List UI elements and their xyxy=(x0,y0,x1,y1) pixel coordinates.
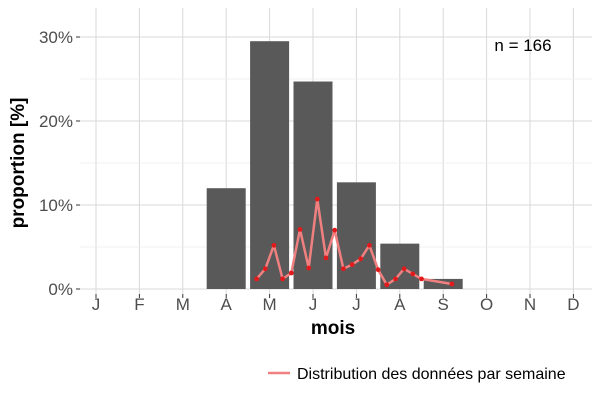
data-point xyxy=(449,281,455,287)
x-tick-label: A xyxy=(221,295,233,314)
data-point xyxy=(262,266,268,272)
data-point xyxy=(358,256,364,262)
x-tick-label: S xyxy=(438,295,449,314)
data-point xyxy=(288,270,294,276)
x-tick-label: O xyxy=(480,295,493,314)
data-point xyxy=(314,196,320,202)
data-point xyxy=(393,276,398,282)
grid-lines xyxy=(80,8,592,294)
x-tick-label: A xyxy=(394,295,406,314)
x-tick-label: F xyxy=(134,295,144,314)
data-point xyxy=(349,262,355,267)
y-tick-label: 20% xyxy=(39,112,73,131)
data-point xyxy=(271,242,277,248)
legend-label: Distribution des données par semaine xyxy=(297,366,566,383)
x-tick-label: J xyxy=(92,295,101,314)
y-tick-label: 10% xyxy=(39,196,73,215)
bar xyxy=(336,182,376,289)
data-point xyxy=(254,276,259,282)
x-tick-label: M xyxy=(176,295,190,314)
y-axis-title: proportion [%] xyxy=(8,98,29,229)
data-point xyxy=(280,276,285,282)
data-point xyxy=(306,265,312,271)
data-point xyxy=(410,271,416,277)
y-axis-ticks: 0% 10% 20% 30% xyxy=(39,28,80,299)
legend: Distribution des données par semaine xyxy=(268,366,566,383)
bar xyxy=(380,243,420,289)
x-tick-label: J xyxy=(352,295,361,314)
data-point xyxy=(419,276,424,282)
bar xyxy=(423,278,463,289)
y-tick-label: 0% xyxy=(48,280,73,299)
data-point xyxy=(384,282,390,288)
data-point xyxy=(323,255,329,261)
data-point xyxy=(297,227,303,232)
data-point xyxy=(401,266,407,272)
data-point xyxy=(332,227,338,233)
y-tick-label: 30% xyxy=(39,28,73,47)
weekly-distribution-line xyxy=(254,196,455,288)
data-point xyxy=(375,267,381,273)
x-tick-label: J xyxy=(309,295,318,314)
sample-size-annotation: n = 166 xyxy=(494,36,551,55)
bar xyxy=(206,188,246,289)
x-tick-label: M xyxy=(263,295,277,314)
data-point xyxy=(367,242,372,248)
data-point xyxy=(341,266,346,272)
bars xyxy=(206,41,463,290)
x-axis-title: mois xyxy=(311,318,355,339)
x-tick-label: D xyxy=(567,295,579,314)
x-tick-label: N xyxy=(524,295,536,314)
bar xyxy=(250,41,290,290)
